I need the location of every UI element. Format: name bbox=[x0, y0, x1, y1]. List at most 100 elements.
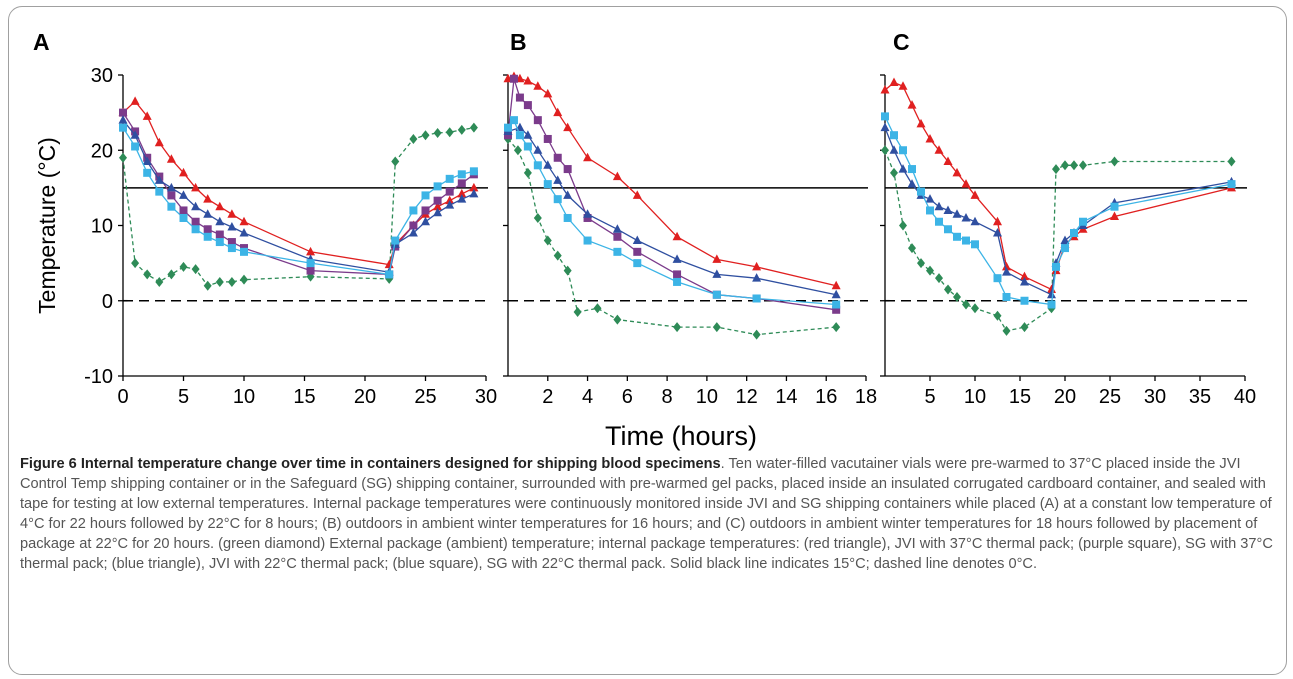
data-point-square bbox=[515, 131, 524, 140]
data-point-triangle bbox=[563, 190, 573, 199]
data-point-square bbox=[533, 161, 542, 170]
data-point-triangle bbox=[970, 190, 980, 199]
data-point-triangle bbox=[203, 194, 213, 203]
data-point-square bbox=[1052, 262, 1060, 271]
x-tick-label: 10 bbox=[964, 386, 986, 408]
data-point-square bbox=[944, 225, 952, 234]
data-point-diamond bbox=[469, 122, 478, 133]
data-point-square bbox=[563, 213, 572, 222]
data-point-square bbox=[155, 187, 164, 196]
data-point-triangle bbox=[961, 179, 971, 188]
data-point-diamond bbox=[1227, 156, 1236, 167]
data-point-square bbox=[1227, 180, 1236, 189]
data-point-square bbox=[457, 170, 466, 179]
data-point-triangle bbox=[227, 222, 237, 231]
x-tick-label: 5 bbox=[178, 386, 189, 408]
data-point-triangle bbox=[1002, 261, 1011, 271]
series-line bbox=[507, 138, 837, 336]
data-point-square bbox=[203, 225, 212, 234]
data-point-triangle bbox=[523, 76, 533, 85]
panel-label-b: B bbox=[510, 29, 527, 55]
data-point-square bbox=[167, 191, 176, 200]
data-point-square bbox=[143, 168, 152, 177]
data-point-triangle bbox=[179, 167, 188, 177]
data-point-square bbox=[409, 206, 418, 215]
data-point-triangle bbox=[553, 175, 563, 184]
data-point-diamond bbox=[131, 258, 140, 269]
data-point-square bbox=[1020, 296, 1029, 305]
data-point-square bbox=[1002, 292, 1011, 301]
data-point-triangle bbox=[166, 182, 176, 192]
data-point-square bbox=[433, 182, 442, 191]
data-point-triangle bbox=[916, 118, 926, 128]
data-point-square bbox=[469, 167, 478, 176]
data-point-triangle bbox=[993, 216, 1002, 226]
data-point-triangle bbox=[961, 212, 971, 222]
data-point-triangle bbox=[215, 216, 225, 226]
data-point-triangle bbox=[934, 145, 944, 154]
x-tick-label: 25 bbox=[414, 386, 436, 408]
data-point-triangle bbox=[543, 160, 553, 169]
data-point-square bbox=[926, 206, 934, 215]
data-point-triangle bbox=[433, 201, 443, 211]
data-point-diamond bbox=[1079, 160, 1087, 171]
data-point-square bbox=[890, 131, 898, 140]
data-point-square bbox=[543, 180, 552, 189]
series-line bbox=[884, 150, 1232, 332]
data-point-triangle bbox=[943, 205, 953, 214]
data-point-square bbox=[1110, 202, 1119, 211]
data-point-diamond bbox=[421, 130, 430, 141]
data-point-square bbox=[553, 153, 562, 162]
x-tick-label: 20 bbox=[354, 386, 376, 408]
data-point-diamond bbox=[1061, 160, 1069, 171]
data-point-square bbox=[240, 247, 248, 256]
y-tick-label: 20 bbox=[91, 140, 113, 162]
data-point-square bbox=[917, 187, 925, 196]
data-point-triangle bbox=[1002, 267, 1011, 276]
x-tick-label: 5 bbox=[924, 386, 935, 408]
x-tick-label: 20 bbox=[1054, 386, 1076, 408]
y-tick-label: -10 bbox=[84, 366, 113, 388]
x-tick-label: 30 bbox=[1144, 386, 1166, 408]
data-point-triangle bbox=[469, 182, 479, 192]
panel-label-c: C bbox=[893, 29, 910, 55]
y-tick-label: 30 bbox=[91, 65, 113, 87]
data-point-triangle bbox=[632, 235, 642, 245]
data-point-diamond bbox=[593, 303, 602, 314]
data-point-diamond bbox=[513, 145, 522, 156]
data-point-triangle bbox=[445, 200, 455, 209]
data-point-diamond bbox=[1020, 322, 1029, 333]
data-point-triangle bbox=[142, 111, 152, 120]
x-tick-label: 4 bbox=[582, 386, 593, 408]
data-point-triangle bbox=[672, 254, 682, 263]
data-point-square bbox=[953, 232, 961, 241]
data-point-square bbox=[1070, 229, 1078, 238]
data-point-diamond bbox=[962, 299, 970, 310]
x-tick-label: 6 bbox=[622, 386, 633, 408]
x-tick-label: 25 bbox=[1099, 386, 1121, 408]
series-line bbox=[507, 118, 837, 306]
data-point-square bbox=[971, 240, 979, 249]
data-point-diamond bbox=[613, 314, 622, 325]
data-point-diamond bbox=[191, 264, 200, 275]
data-point-square bbox=[509, 74, 518, 83]
data-point-diamond bbox=[563, 265, 572, 276]
data-point-triangle bbox=[632, 190, 642, 199]
data-point-diamond bbox=[203, 280, 212, 291]
x-tick-label: 0 bbox=[117, 386, 128, 408]
data-point-diamond bbox=[215, 276, 224, 287]
data-point-triangle bbox=[1047, 289, 1056, 299]
data-point-triangle bbox=[752, 261, 762, 271]
series-line bbox=[122, 127, 475, 287]
data-point-triangle bbox=[239, 216, 249, 226]
x-tick-label: 10 bbox=[696, 386, 718, 408]
data-point-square bbox=[1047, 300, 1056, 309]
data-point-triangle bbox=[523, 130, 533, 139]
data-point-triangle bbox=[943, 156, 953, 166]
data-point-triangle bbox=[1020, 271, 1029, 281]
data-point-triangle bbox=[907, 100, 917, 109]
figure-frame bbox=[8, 6, 1287, 675]
data-point-square bbox=[523, 142, 532, 151]
data-point-diamond bbox=[832, 322, 841, 333]
data-point-diamond bbox=[433, 127, 442, 138]
